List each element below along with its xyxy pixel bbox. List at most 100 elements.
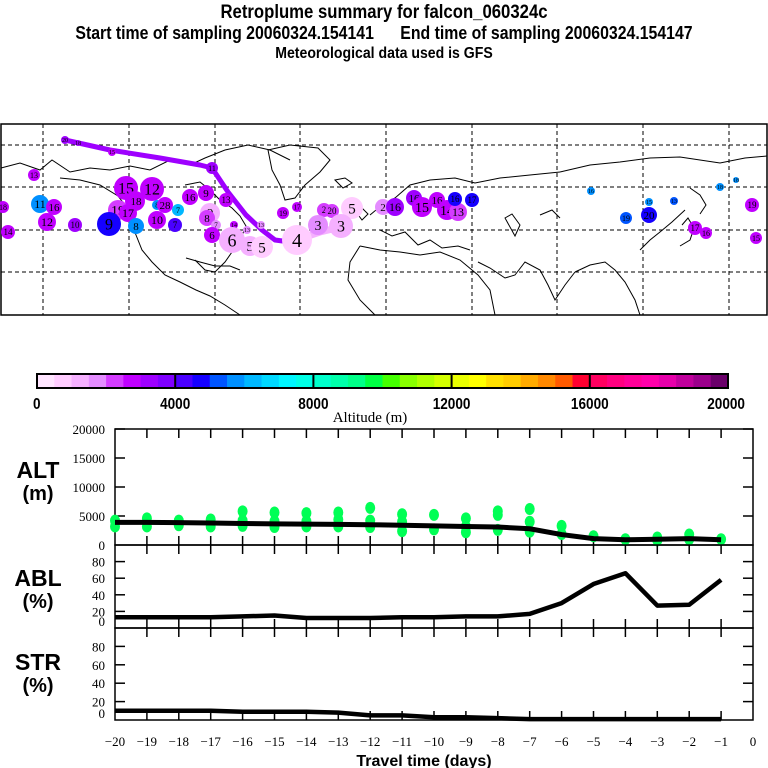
plume-point-day-label: 14 (4, 227, 14, 237)
plume-point-marker (0, 201, 9, 213)
colorbar-segment (123, 374, 142, 388)
plume-point-day-label: 14 (231, 223, 237, 229)
colorbar-segment (54, 374, 73, 388)
x-tick-label: −8 (491, 734, 505, 749)
plume-point-day-label: 19 (279, 209, 287, 218)
colorbar-segment (140, 374, 159, 388)
panel-str: 020 40 60 80 STR(%) (15, 627, 754, 722)
colorbar-label: Altitude (m) (333, 410, 408, 426)
colorbar-segment (503, 374, 522, 388)
colorbar-segment (468, 374, 487, 388)
coastline (574, 261, 641, 316)
plume-point-day-label: 13 (244, 228, 250, 234)
x-tick-label: −17 (201, 734, 222, 749)
plume-point-day-label: 17 (122, 206, 134, 220)
colorbar-segment (261, 374, 280, 388)
coastline (59, 177, 241, 316)
plume-point: 6 (219, 227, 245, 253)
x-tick-label: −1 (714, 734, 728, 749)
plume-point-day-label: 16 (451, 194, 461, 204)
coastline (267, 144, 331, 201)
y-tick-label: 0 (99, 706, 106, 721)
plume-point-day-label: 12 (144, 182, 160, 199)
plume-point: 13 (670, 197, 678, 205)
plume-point-day-label: 11 (208, 164, 216, 173)
plume-point: 5 (251, 236, 273, 258)
plume-point-day-label: 2 (322, 205, 327, 215)
plume-point: 16 (700, 227, 712, 239)
plume-point: 17 (465, 193, 479, 207)
plume-point-day-label: 16 (49, 202, 61, 214)
plume-point-marker (148, 211, 166, 229)
plume-point: 15 (108, 148, 116, 156)
plume-point-marker (172, 204, 184, 216)
plume-point-marker (587, 187, 595, 195)
plume-point-day-label: 13 (258, 223, 264, 229)
plume-point-day-label: 11 (34, 197, 46, 211)
plume-point-marker (31, 195, 49, 213)
colorbar-tick-label: 16000 (571, 396, 609, 413)
plume-point-day-label: 13 (30, 171, 38, 180)
plume-point-day-label: 18 (733, 178, 739, 184)
colorbar-tick-label: 0 (33, 396, 41, 413)
plume-point: 15 (750, 232, 762, 244)
plume-point-marker (199, 210, 215, 226)
plume-point-day-label: 19 (622, 214, 630, 223)
plume-point-day-label: 20 (62, 138, 68, 144)
colorbar-segment (175, 374, 193, 388)
plume-point-marker (386, 198, 404, 216)
colorbar-segment (209, 374, 228, 388)
y-tick-label: 40 (92, 676, 105, 691)
plume-point-day-label: 5 (247, 240, 254, 255)
plume-point-day-label: 17 (691, 223, 701, 233)
plume-point: 18 (0, 201, 9, 213)
x-tick-label: −9 (459, 734, 473, 749)
plume-point-day-label: 16 (389, 200, 401, 214)
plume-point-day-label: 9 (105, 217, 113, 234)
plume-point: 17 (292, 202, 302, 212)
y-tick-label: 60 (92, 571, 105, 586)
y-tick-label: 80 (92, 555, 105, 570)
x-tick-label: −5 (587, 734, 601, 749)
plume-point-day-label: 5 (348, 201, 356, 217)
plume-point: 8 (199, 210, 215, 226)
plume-point-day-label: 18 (75, 141, 81, 147)
plume-point-marker (28, 169, 40, 181)
colorbar-segment (278, 374, 297, 388)
plume-point: 10 (68, 218, 82, 232)
sampling-times: Start time of sampling 20060324.154141 E… (75, 23, 693, 43)
plume-point: 16 (587, 187, 595, 195)
plume-point: 13 (28, 169, 40, 181)
plume-point-day-label: 15 (109, 150, 115, 156)
chart-title: Retroplume summary for falcon_060324c (220, 2, 548, 23)
plume-point-day-label: 15 (415, 201, 429, 216)
plume-point-marker (128, 218, 144, 234)
plume-point-marker (412, 197, 432, 217)
x-tick-label: −16 (232, 734, 253, 749)
plume-point-marker (750, 232, 762, 244)
coastline (359, 245, 496, 316)
plume-point-day-label: 7 (173, 220, 178, 230)
y-axis-label: STR (15, 649, 61, 675)
colorbar-segment (589, 374, 608, 388)
colorbar-segment (347, 374, 366, 388)
y-tick-label: 20000 (73, 422, 106, 437)
colorbar-segment (520, 374, 539, 388)
panel-frame (114, 627, 754, 721)
colorbar-segment (572, 374, 591, 388)
plume-point-marker (292, 202, 302, 212)
plume-point-day-label: 16 (185, 192, 197, 204)
plume-track-line (64, 137, 291, 245)
plume-point: 16 (46, 199, 62, 215)
y-tick-label: 15000 (73, 451, 106, 466)
alt-scatter-point (365, 501, 376, 514)
colorbar-segment (607, 374, 625, 388)
x-tick-label: −11 (392, 734, 412, 749)
colorbar-segment (330, 374, 349, 388)
plume-point: 14 (1, 225, 15, 239)
plume-point: 19 (745, 198, 759, 212)
plume-point-day-label: 16 (588, 189, 594, 195)
colorbar-segment (417, 374, 435, 388)
colorbar-segment (382, 374, 401, 388)
